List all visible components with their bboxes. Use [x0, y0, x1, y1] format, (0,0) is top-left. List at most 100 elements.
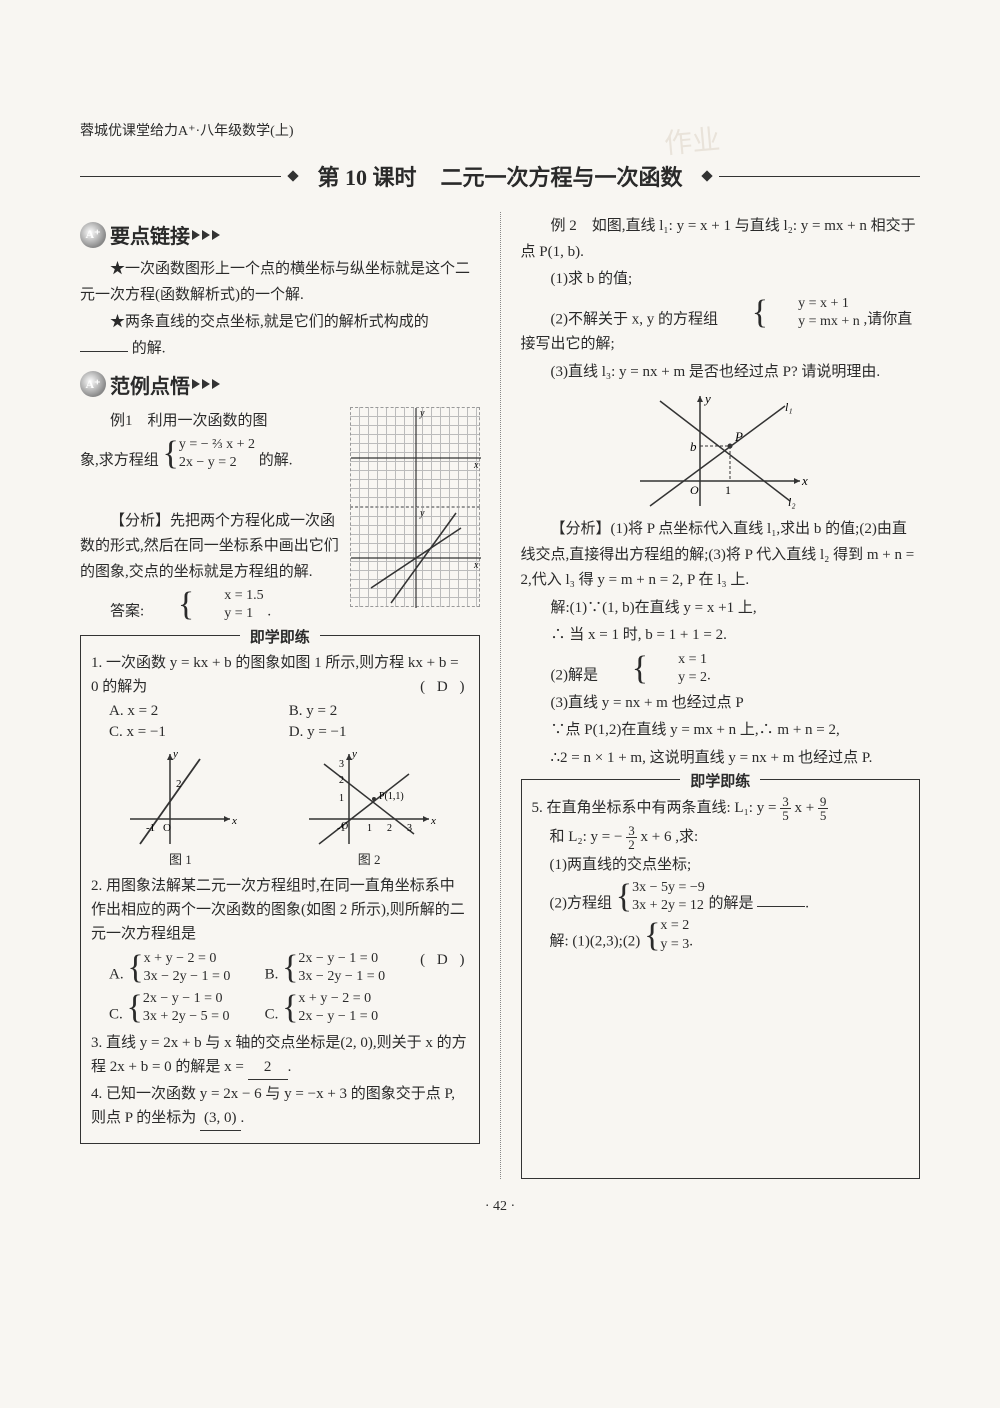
- q1-A: A. x = 2: [109, 703, 289, 720]
- svg-text:O: O: [163, 822, 171, 834]
- q5-solution: 解: (1)(2,3);(2) { x = 2 y = 3 .: [532, 917, 910, 953]
- grid-graph-2: x y: [350, 507, 480, 607]
- q1-text: 1. 一次函数 y = kx + b 的图象如图 1 所示,则方程 kx + b…: [91, 655, 459, 695]
- svg-text:O: O: [690, 483, 699, 497]
- figure-1: y x O -1 2 图 1: [120, 749, 240, 868]
- practice-title-r: 即学即练: [532, 770, 910, 791]
- blank-field: [80, 336, 128, 353]
- svg-text:l₂: l₂: [788, 495, 796, 509]
- svg-text:3: 3: [407, 823, 412, 834]
- q2-D: C. { x + y − 2 = 0 2x − y − 1 = 0: [265, 990, 421, 1026]
- q3-blank: 2: [248, 1055, 288, 1080]
- practice-label-r: 即学即练: [680, 774, 760, 790]
- svg-text:x: x: [801, 473, 808, 488]
- q2: 2. 用图象法解某二元一次方程组时,在同一直角坐标系中作出相应的两个一次函数的图…: [91, 874, 469, 946]
- triangle-icon: [212, 379, 220, 389]
- q1: 1. 一次函数 y = kx + b 的图象如图 1 所示,则方程 kx + b…: [91, 651, 469, 699]
- ans-brace: { x = 1.5 y = 1: [148, 587, 264, 623]
- ex2-sol2-l2: y = 2: [648, 669, 707, 687]
- q2A-l1: x + y − 2 = 0: [144, 950, 231, 968]
- q1-C: C. x = −1: [109, 724, 289, 741]
- svg-text:y: y: [703, 391, 711, 406]
- ex2-q1: (1)求 b 的值;: [521, 267, 921, 293]
- q2-B: B. { 2x − y − 1 = 0 3x − 2y − 1 = 0: [265, 950, 421, 986]
- graph-p: P b x y O 1 l₁ l₂: [630, 391, 810, 511]
- q2-text: 2. 用图象法解某二元一次方程组时,在同一直角坐标系中作出相应的两个一次函数的图…: [91, 878, 465, 942]
- ex1-tail: 象,求方程组: [80, 452, 159, 468]
- q2-choices: A. { x + y − 2 = 0 3x − 2y − 1 = 0 B. { …: [91, 948, 420, 1029]
- ex2-q2: (2)不解关于 x, y 的方程组 { y = x + 1 y = mx + n…: [521, 295, 921, 358]
- svg-text:P: P: [734, 429, 743, 444]
- lesson-title: 二元一次方程与一次函数: [429, 160, 695, 192]
- svg-text:-1: -1: [146, 822, 155, 834]
- fig1-label: 图 1: [120, 849, 240, 868]
- svg-text:y: y: [419, 508, 425, 519]
- system-brace: { y = − ⅔ x + 2 2x − y = 2: [163, 436, 256, 472]
- triangle-icon: [212, 230, 220, 240]
- ans-l1: x = 1.5: [194, 587, 263, 605]
- q5-2b: 的解是: [709, 895, 754, 911]
- title-line-right: [719, 176, 920, 177]
- ex1-head: 例1 利用一次函数的图: [80, 409, 342, 435]
- svg-text:1: 1: [367, 823, 372, 834]
- q4-blank: (3, 0): [200, 1106, 241, 1131]
- q2A-l2: 3x − 2y − 1 = 0: [144, 968, 231, 986]
- q5-sol-l2: y = 3: [660, 936, 689, 954]
- sys-l1: y = − ⅔ x + 2: [179, 436, 255, 454]
- svg-text:y: y: [351, 749, 357, 760]
- q5f2d: 5: [818, 809, 829, 822]
- q5-sol-label: 解: (1)(2,3);(2): [550, 934, 641, 950]
- svg-text:O: O: [341, 821, 348, 832]
- q5f2n: 9: [818, 795, 829, 809]
- kp2-a: ★两条直线的交点坐标,就是它们的解析式构成的: [110, 314, 429, 330]
- keypoints-header: A⁺ 要点链接: [80, 220, 480, 249]
- ex2-analysis: 【分析】(1)将 P 点坐标代入直线 l₁,求出 b 的值;(2)由直线交点,直…: [521, 517, 921, 594]
- ex1-system: 象,求方程组 { y = − ⅔ x + 2 2x − y = 2 的解.: [80, 436, 342, 474]
- ex2-q3: (3)直线 l₃: y = nx + m 是否也经过点 P? 请说明理由.: [521, 360, 921, 386]
- kp2-b: 的解.: [132, 340, 166, 356]
- grid-graph-1: x y: [350, 407, 480, 507]
- q2C-l1: 2x − y − 1 = 0: [143, 990, 230, 1008]
- q5f1n: 3: [780, 795, 791, 809]
- q5-a: 5. 在直角坐标系中有两条直线: L₁: y =: [532, 800, 781, 816]
- q5-line2: 和 L₂: y = − 32 x + 6 ,求:: [532, 824, 910, 851]
- q5-b: x +: [794, 800, 817, 816]
- left-column: A⁺ 要点链接 ★一次函数图形上一个点的横坐标与纵坐标就是这个二元一次方程(函数…: [80, 212, 480, 1179]
- svg-text:2: 2: [387, 823, 392, 834]
- practice-box-left: 即学即练 1. 一次函数 y = kx + b 的图象如图 1 所示,则方程 k…: [80, 635, 480, 1144]
- q2-answer: ( D ): [420, 948, 468, 972]
- figures-row: y x O -1 2 图 1: [91, 749, 469, 868]
- ex2-sol1b: ∴ 当 x = 1 时, b = 1 + 1 = 2.: [521, 623, 921, 649]
- q5-2a: (2)方程组: [550, 895, 613, 911]
- ex2-sol2-l1: x = 1: [648, 651, 707, 669]
- q1-choices: A. x = 2 B. y = 2 C. x = −1 D. y = −1: [91, 701, 469, 743]
- diamond-left: [288, 170, 299, 181]
- ex2-sol3a: (3)直线 y = nx + m 也经过点 P: [521, 691, 921, 717]
- svg-text:x: x: [473, 560, 479, 571]
- example1-row1: 例1 利用一次函数的图 象,求方程组 { y = − ⅔ x + 2 2x − …: [80, 407, 480, 507]
- svg-text:l₁: l₁: [785, 400, 793, 414]
- sys-l2: 2x − y = 2: [179, 454, 255, 472]
- lesson-number: 第 10 课时: [305, 160, 428, 192]
- practice-box-right: 即学即练 5. 在直角坐标系中有两条直线: L₁: y = 35 x + 95 …: [521, 779, 921, 1179]
- svg-text:x: x: [430, 815, 436, 827]
- example1-row2: 【分析】先把两个方程化成一次函数的形式,然后在同一坐标系中画出它们的图象,交点的…: [80, 507, 480, 627]
- q2-A: A. { x + y − 2 = 0 3x − 2y − 1 = 0: [109, 950, 265, 986]
- q5-blank: [757, 891, 805, 908]
- ex2-sol2: (2)解是 { x = 1 y = 2 .: [521, 651, 921, 689]
- ex2-sol1a: 解:(1)∵(1, b)在直线 y = x +1 上,: [521, 596, 921, 622]
- q4: 4. 已知一次函数 y = 2x − 6 与 y = −x + 3 的图象交于点…: [91, 1082, 469, 1131]
- diamond-right: [701, 170, 712, 181]
- q5-c: 和 L₂: y = −: [550, 829, 627, 845]
- title-line-left: [80, 176, 281, 177]
- ex2-sys: { y = x + 1 y = mx + n: [722, 295, 860, 331]
- q3: 3. 直线 y = 2x + b 与 x 轴的交点坐标是(2, 0),则关于 x…: [91, 1031, 469, 1080]
- fig2-label: 图 2: [299, 849, 439, 868]
- q4-text: 4. 已知一次函数 y = 2x − 6 与 y = −x + 3 的图象交于点…: [91, 1086, 455, 1126]
- q5-d: x + 6 ,求:: [640, 829, 698, 845]
- practice-title: 即学即练: [91, 626, 469, 647]
- practice-label: 即学即练: [240, 630, 320, 646]
- q5-1: (1)两直线的交点坐标;: [532, 853, 910, 877]
- svg-text:3: 3: [339, 759, 344, 770]
- ex2-sol2-label: (2)解是: [551, 667, 599, 683]
